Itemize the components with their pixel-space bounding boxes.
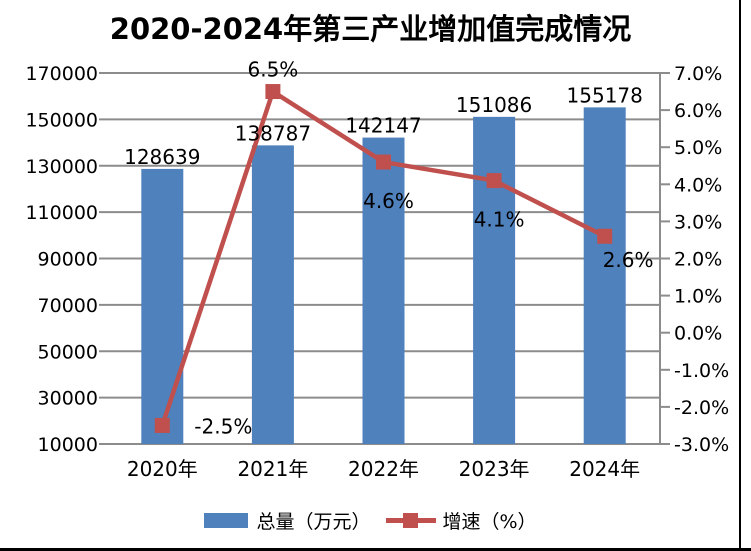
bar-2022年 xyxy=(362,137,405,444)
legend-label-total: 总量（万元） xyxy=(256,510,371,533)
cell-border-right xyxy=(739,0,741,551)
growth-marker-2024年 xyxy=(597,228,613,244)
right-axis-tick-label: 0.0% xyxy=(674,323,722,345)
bar-value-label-2024年: 155178 xyxy=(567,83,643,107)
cell-border-bottom xyxy=(0,548,751,551)
left-axis-tick-label: 170000 xyxy=(25,63,98,85)
growth-marker-2022年 xyxy=(376,154,391,170)
left-axis-tick-label: 10000 xyxy=(38,434,98,456)
right-axis-tick-label: 6.0% xyxy=(674,100,722,122)
right-axis-tick-label: 2.0% xyxy=(674,249,722,271)
left-axis-tick-label: 90000 xyxy=(38,249,98,271)
bar-2024年 xyxy=(583,107,626,444)
bar-value-label-2020年: 128639 xyxy=(124,145,200,169)
chart-title: 2020-2024年第三产业增加值完成情况 xyxy=(109,12,632,46)
legend-square-marker xyxy=(403,513,419,528)
legend-line-marker-icon xyxy=(386,512,437,528)
x-axis-label-2020年: 2020年 xyxy=(127,457,198,481)
x-axis-label-2023年: 2023年 xyxy=(459,457,530,481)
legend-bar-swatch-icon xyxy=(204,512,249,528)
x-axis-label-2022年: 2022年 xyxy=(348,457,419,481)
growth-value-label-2021年: 6.5% xyxy=(247,58,298,82)
right-axis-tick-label: 3.0% xyxy=(674,211,722,233)
left-axis-tick-label: 50000 xyxy=(38,341,98,363)
bar-value-label-2021年: 138787 xyxy=(235,121,311,145)
left-axis-tick-label: 150000 xyxy=(25,109,98,131)
x-axis-label-2021年: 2021年 xyxy=(237,457,308,481)
chart-legend: 总量（万元） 增速（%） xyxy=(0,507,741,533)
right-axis-tick-label: 4.0% xyxy=(674,174,722,196)
growth-marker-2021年 xyxy=(265,84,281,100)
right-axis-tick-label: 1.0% xyxy=(674,286,722,308)
growth-marker-2023年 xyxy=(486,173,502,189)
right-axis-tick-label: 5.0% xyxy=(674,137,722,159)
right-axis-tick-label: -3.0% xyxy=(674,434,729,456)
growth-value-label-2020年: -2.5% xyxy=(194,414,252,438)
bar-2020年 xyxy=(141,168,184,444)
growth-value-label-2022年: 4.6% xyxy=(363,189,414,213)
x-axis-label-2024年: 2024年 xyxy=(569,457,640,481)
growth-marker-2020年 xyxy=(154,417,170,433)
bar-value-label-2023年: 151086 xyxy=(456,93,532,117)
bar-value-label-2022年: 142147 xyxy=(345,114,421,138)
left-axis-tick-label: 130000 xyxy=(25,156,98,178)
left-axis-tick-label: 30000 xyxy=(38,388,98,410)
legend-label-growth: 增速（%） xyxy=(442,510,537,533)
growth-value-label-2023年: 4.1% xyxy=(474,208,525,232)
growth-value-label-2024年: 2.6% xyxy=(603,248,654,272)
bar-2023年 xyxy=(473,116,516,444)
left-axis-tick-label: 110000 xyxy=(25,202,98,224)
bar-2021年 xyxy=(251,145,294,445)
right-axis-tick-label: -2.0% xyxy=(674,397,729,419)
right-axis-tick-label: -1.0% xyxy=(674,360,729,382)
right-axis-tick-label: 7.0% xyxy=(674,63,722,85)
left-axis-tick-label: 70000 xyxy=(38,295,98,317)
